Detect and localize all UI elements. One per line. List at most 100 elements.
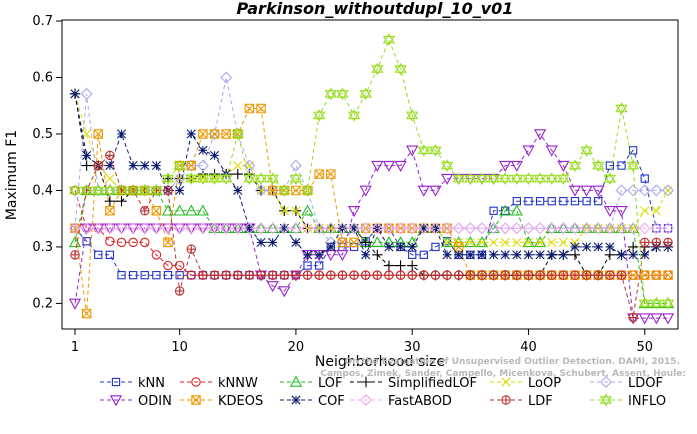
- data-point-ldf: [186, 244, 197, 254]
- data-point-ldf: [372, 270, 383, 280]
- data-point-knn: [128, 271, 138, 280]
- y-axis-label: Maximum F1: [4, 130, 20, 220]
- series-kdeos: [70, 103, 673, 319]
- data-point-fastabod: [324, 222, 337, 235]
- data-point-fastabod: [69, 222, 81, 235]
- data-point-knn: [408, 250, 417, 259]
- data-point-ldf: [349, 270, 359, 280]
- x-tick-label: 10: [171, 340, 188, 355]
- data-point-simplifiedlof: [383, 260, 395, 271]
- legend-item-kdeos: KDEOS: [180, 394, 263, 409]
- data-point-fastabod: [487, 222, 500, 235]
- y-tick-label: 0.3: [32, 240, 53, 255]
- data-point-knn: [187, 271, 196, 280]
- data-point-knnw: [116, 237, 127, 248]
- data-point-odin: [417, 185, 430, 197]
- data-point-cof: [640, 250, 650, 260]
- legend-swatch-marker: [501, 395, 511, 405]
- data-point-kdeos: [314, 169, 324, 179]
- data-point-odin: [592, 185, 605, 197]
- y-axis: 0.2 0.3 0.4 0.5 0.6 0.7: [32, 14, 62, 311]
- data-point-fastabod: [185, 222, 198, 235]
- data-point-ldf: [314, 270, 324, 280]
- legend-item-knnw: kNNW: [180, 376, 258, 391]
- data-point-kdeos: [326, 169, 336, 179]
- x-tick-label: 50: [636, 340, 653, 355]
- legend-item-inflo: INFLO: [590, 393, 666, 409]
- legend-swatch-marker: [599, 393, 613, 407]
- data-point-inflo: [429, 144, 442, 157]
- data-point-loop: [640, 206, 650, 216]
- data-point-kdeos: [267, 185, 278, 196]
- data-point-ldf: [500, 270, 510, 280]
- data-point-cof: [628, 250, 638, 260]
- data-point-odin: [568, 185, 582, 197]
- legend-label: FastABOD: [388, 394, 452, 409]
- data-point-odin: [231, 223, 244, 235]
- data-point-kdeos: [81, 308, 92, 319]
- data-point-odin: [545, 145, 558, 157]
- data-point-knn: [303, 261, 312, 270]
- data-point-ldf: [605, 270, 615, 280]
- data-point-ldof: [220, 71, 233, 84]
- legend-swatch-marker: [109, 395, 123, 407]
- legend-label: KDEOS: [218, 394, 263, 409]
- data-point-loop: [651, 206, 661, 216]
- data-point-loop: [488, 237, 499, 247]
- data-point-ldof: [208, 128, 221, 140]
- data-point-ldof: [196, 159, 209, 172]
- x-tick-label: 20: [288, 340, 305, 355]
- data-point-loop: [523, 237, 534, 247]
- data-point-odin: [615, 206, 628, 218]
- data-point-ldf: [244, 270, 255, 280]
- legend-label: INFLO: [628, 394, 666, 409]
- data-point-ldof: [638, 184, 651, 197]
- legend-item-knn: kNN: [100, 376, 165, 391]
- series-line-ldof: [74, 77, 668, 243]
- legend-item-odin: ODIN: [100, 394, 172, 409]
- data-point-ldf: [628, 312, 638, 323]
- legend-swatch-marker: [191, 395, 201, 405]
- data-point-ldf: [453, 270, 464, 280]
- data-point-odin: [394, 160, 407, 172]
- data-point-odin: [278, 286, 291, 298]
- series-line-knnw: [74, 190, 668, 276]
- data-point-knn: [535, 197, 545, 206]
- data-point-odin: [650, 313, 663, 325]
- data-point-inflo: [638, 297, 651, 310]
- x-tick-label: 30: [404, 340, 421, 355]
- data-point-simplifiedlof: [406, 260, 418, 271]
- data-point-knn: [152, 271, 161, 280]
- data-point-fastabod: [417, 222, 430, 235]
- data-point-fastabod: [452, 222, 465, 235]
- data-point-inflo: [336, 87, 349, 101]
- data-point-cof: [256, 237, 266, 247]
- data-point-lof: [196, 204, 210, 216]
- data-point-fastabod: [580, 222, 593, 235]
- data-point-inflo: [406, 109, 419, 122]
- x-tick-label: 1: [71, 340, 79, 355]
- data-point-inflo: [394, 62, 407, 76]
- data-point-inflo: [545, 172, 558, 185]
- data-point-fastabod: [359, 222, 372, 235]
- data-point-odin: [603, 206, 617, 218]
- data-point-inflo: [312, 109, 326, 122]
- data-point-fastabod: [103, 222, 116, 235]
- data-point-knn: [617, 161, 626, 170]
- data-point-inflo: [80, 184, 93, 197]
- data-point-inflo: [266, 172, 279, 185]
- data-point-lof: [68, 236, 82, 248]
- legend-label: LOF: [318, 376, 343, 391]
- data-point-fastabod: [557, 222, 570, 235]
- data-point-ldf: [384, 270, 394, 280]
- data-point-odin: [347, 206, 361, 218]
- data-point-inflo: [278, 184, 291, 197]
- data-point-kdeos: [163, 237, 173, 248]
- data-point-knn: [489, 206, 498, 215]
- data-point-cof: [582, 242, 592, 252]
- data-point-fastabod: [220, 222, 233, 235]
- data-point-inflo: [371, 62, 384, 76]
- data-point-ldf: [93, 160, 104, 171]
- data-point-odin: [661, 313, 675, 325]
- data-point-ldf: [570, 270, 580, 280]
